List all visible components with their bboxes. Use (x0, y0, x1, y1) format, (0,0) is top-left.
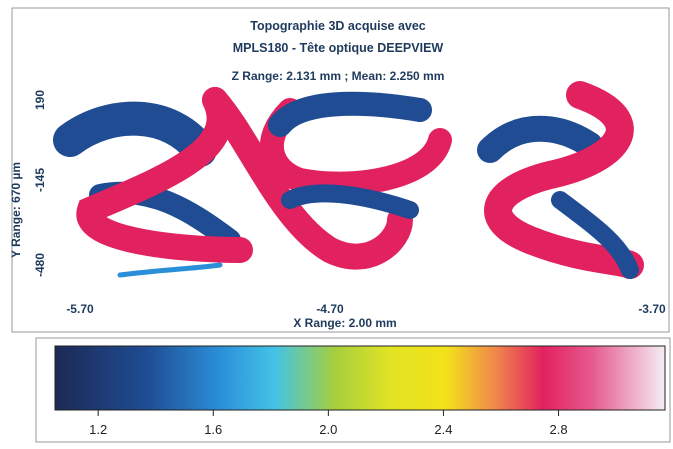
y-label: 190 (33, 90, 47, 110)
y-axis-label: Y Range: 670 µm (9, 162, 23, 258)
colorbar (54, 345, 666, 411)
colorbar-tick-label: 2.4 (434, 422, 452, 437)
colorbar-ticks: 1.2 1.6 2.0 2.4 2.8 (89, 410, 568, 437)
blue-region (477, 115, 603, 163)
pink-region (202, 87, 413, 270)
topography (53, 81, 644, 279)
colorbar-tick-label: 2.8 (549, 422, 567, 437)
title-line-2: MPLS180 - Tête optique DEEPVIEW (233, 41, 444, 55)
blue-region (268, 91, 432, 137)
colorbar-tick-label: 1.2 (89, 422, 107, 437)
x-axis-label: X Range: 2.00 mm (293, 316, 396, 330)
z-range: Z Range: 2.131 mm ; Mean: 2.250 mm (232, 69, 445, 83)
y-label: -480 (33, 253, 47, 277)
title-line-1: Topographie 3D acquise avec (250, 19, 426, 33)
pink-region (484, 81, 644, 279)
y-label: -145 (33, 168, 47, 192)
x-label: -5.70 (66, 302, 94, 316)
blue-region (53, 101, 217, 167)
x-label: -4.70 (316, 302, 344, 316)
pink-region (76, 87, 253, 263)
blue-region (551, 191, 639, 279)
pink-region (260, 98, 452, 196)
blue-region (117, 262, 223, 278)
x-label: -3.70 (638, 302, 666, 316)
colorbar-tick-label: 1.6 (204, 422, 222, 437)
colorbar-tick-label: 2.0 (319, 422, 337, 437)
blue-region (281, 184, 419, 219)
